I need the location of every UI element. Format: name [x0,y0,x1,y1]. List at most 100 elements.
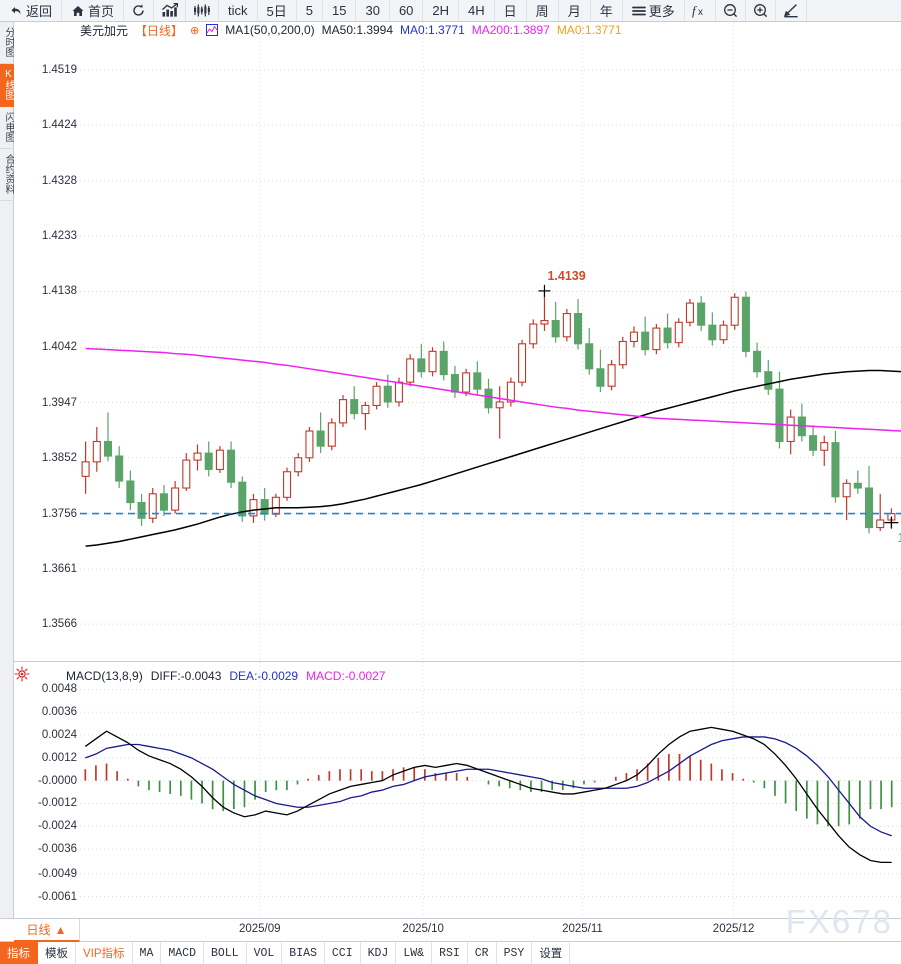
refresh-button[interactable] [124,0,155,21]
period-day-button[interactable]: 日 [495,0,527,21]
tab-indicators[interactable]: 指标 [0,942,38,964]
sidebar-item-contract-info-label: 合约资料 [3,154,14,194]
price-axis-label: 1.3852 [41,451,77,464]
back-button[interactable]: 返回 [0,0,63,21]
price-axis-label: 1.4328 [41,174,77,187]
period-year-button[interactable]: 年 [591,0,623,21]
zoom-in-button[interactable] [746,0,776,21]
period-label: 【日线】 [135,23,184,38]
more-button[interactable]: 更多 [623,0,685,21]
crosshair-icon[interactable]: ⊕ [190,24,200,37]
period-2h-button[interactable]: 2H [423,0,460,21]
tab-cci[interactable]: CCI [325,942,361,964]
period-5-button[interactable]: 5 [297,0,323,21]
macd-dea-label: DEA:-0.0029 [229,668,299,683]
period-5d-button-label: 5日 [266,4,287,19]
period-week-button[interactable]: 周 [527,0,559,21]
price-chart-pane[interactable]: 1.4519 1.4424 1.4328 1.4233 1.4138 1.4042 1.39… [14,22,901,662]
macd-line-diff [84,726,892,864]
price-axis-label: 1.3566 [41,618,77,631]
sidebar-item-candle-chart[interactable]: K线图 [0,64,14,107]
tick-button-label: tick [228,3,248,18]
tab-cci-label: CCI [331,946,353,960]
period-60-button[interactable]: 60 [390,0,424,21]
tab-lwr[interactable]: LW& [396,942,433,964]
period-selector-label: 日线 [26,923,51,937]
tab-vol[interactable]: VOL [247,942,283,964]
period-30-button[interactable]: 30 [356,0,390,21]
home-button[interactable]: 首页 [62,0,125,21]
svg-text:f: f [692,3,698,18]
tab-ma[interactable]: MA [133,942,162,964]
symbol-label: 美元加元 [80,23,129,38]
tab-kdj[interactable]: KDJ [361,942,397,964]
tab-psy[interactable]: PSY [497,942,533,964]
sidebar-item-minute-chart[interactable]: 分时图 [0,22,14,64]
toolbar-spacer [807,0,901,21]
period-selector-button[interactable]: 日线 ▲ [14,919,80,942]
period-60-button-label: 60 [398,3,414,18]
price-axis-label: 1.4233 [41,230,77,243]
tab-boll[interactable]: BOLL [204,942,247,964]
price-axis-label: 1.4138 [41,285,77,298]
triangle-up-icon: ▲ [54,922,67,937]
period-15-button[interactable]: 15 [323,0,357,21]
tab-vip-label: VIP指标 [83,948,125,960]
home-button-label: 首页 [88,4,115,19]
macd-plot [80,662,901,918]
candlestick-button[interactable] [186,0,220,21]
macd-info-bar: MACD(13,8,9) DIFF:-0.0043 DEA:-0.0029 MA… [66,668,385,683]
chart-info-bar: 美元加元 【日线】 ⊕ MA1(50,0,200,0) MA50:1.3994 … [80,22,622,38]
sidebar-item-minute-chart-label: 分时图 [3,27,14,57]
macd-axis-label: -0.0036 [37,843,77,856]
ma-indicator-icon[interactable] [206,24,219,36]
sun-settings-icon[interactable] [14,666,30,682]
ma-formula-label: MA1(50,0,200,0) [225,23,315,37]
tab-kdj-label: KDJ [367,946,389,960]
macd-axis-label: 0.0048 [41,683,77,696]
price-axis-label: 1.4424 [41,119,77,132]
ma-line-ma200 [85,347,901,432]
period-4h-button[interactable]: 4H [459,0,495,21]
macd-axis-label: -0.0049 [37,867,77,880]
bar-chart-icon [161,2,179,18]
more-button-label: 更多 [648,4,675,19]
period-month-button[interactable]: 月 [559,0,591,21]
period-week-button-label: 周 [535,4,549,19]
ma200-value-label: MA200:1.3897 [471,23,550,37]
macd-value-label: MACD:-0.0027 [306,668,386,683]
zoom-out-button[interactable] [716,0,746,21]
macd-diff-label: DIFF:-0.0043 [150,668,222,683]
tick-button[interactable]: tick [219,0,258,21]
tab-macd-label: MACD [168,946,196,960]
tab-templates-label: 模板 [45,948,68,960]
tab-settings-label: 设置 [539,948,563,960]
zoom-out-icon [723,3,738,18]
tab-macd[interactable]: MACD [161,942,204,964]
date-axis-label: 2025/12 [712,923,755,935]
date-axis-label: 2025/11 [562,923,603,935]
tab-settings[interactable]: 设置 [532,942,571,964]
tab-cr[interactable]: CR [468,942,497,964]
tab-templates[interactable]: 模板 [38,942,76,964]
sidebar-item-flash-chart[interactable]: 闪电图 [0,107,14,149]
bar-chart-button[interactable] [154,0,187,21]
candlestick-icon [193,3,211,18]
tab-vip[interactable]: VIP指标 [76,942,133,964]
tab-rsi[interactable]: RSI [432,942,468,964]
period-year-button-label: 年 [599,4,613,19]
macd-axis-label: -0.0012 [37,797,77,810]
macd-chart-pane[interactable]: 0.0048 0.0036 0.0024 0.0012 -0.0000 -0.0012 -0… [14,662,901,918]
sidebar-item-flash-chart-label: 闪电图 [3,112,14,142]
sidebar-item-contract-info[interactable]: 合约资料 [0,149,14,201]
tab-bias[interactable]: BIAS [282,942,325,964]
indicator-bar-filler [570,942,901,964]
draw-button[interactable] [776,0,807,21]
hamburger-icon [631,5,646,17]
indicator-tab-bar: 指标 模板 VIP指标 MA MACD BOLL VOL BIAS CCI KDJ LW& RSI CR… [0,942,901,964]
period-4h-button-label: 4H [468,3,485,18]
zoom-in-icon [753,3,768,18]
period-5d-button[interactable]: 5日 [258,0,297,21]
